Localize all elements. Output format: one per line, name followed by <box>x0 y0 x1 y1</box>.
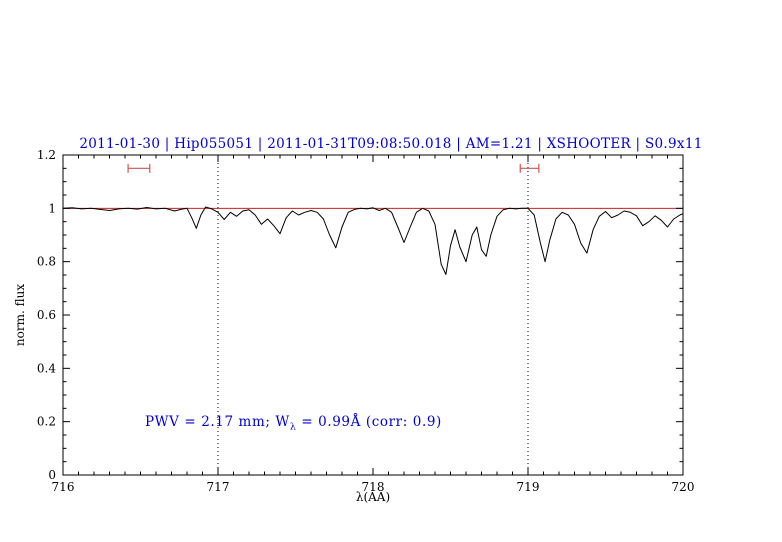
pwv-annotation-suffix: = 0.99Å (corr: 0.9) <box>296 414 442 430</box>
y-tick-label: 0.6 <box>37 308 56 322</box>
pwv-annotation-subscript: λ <box>289 421 297 433</box>
x-tick-label: 720 <box>672 480 695 494</box>
x-axis-label: λ(AA) <box>355 490 391 504</box>
y-tick-label: 0 <box>48 468 56 482</box>
x-tick-label: 717 <box>207 480 230 494</box>
y-tick-label: 0.2 <box>37 415 56 429</box>
pwv-annotation: PWV = 2.17 mm; Wλ = 0.99Å (corr: 0.9) <box>145 414 442 433</box>
y-axis-label: norm. flux <box>13 283 27 347</box>
wavelength-range-marker <box>519 163 540 173</box>
x-tick-label: 718 <box>362 480 385 494</box>
y-tick-label: 1 <box>48 201 56 215</box>
x-tick-label: 716 <box>52 480 75 494</box>
pwv-annotation-prefix: PWV = 2.17 mm; W <box>145 414 290 430</box>
y-tick-label: 0.4 <box>37 361 56 375</box>
spectrum-line <box>62 206 684 275</box>
y-tick-label: 1.2 <box>37 148 56 162</box>
x-tick-label: 719 <box>517 480 540 494</box>
plot-title: 2011-01-30 | Hip055051 | 2011-01-31T09:0… <box>79 136 703 152</box>
wavelength-range-marker <box>127 163 151 173</box>
axis-ticks <box>62 154 684 476</box>
y-tick-label: 0.8 <box>37 255 56 269</box>
